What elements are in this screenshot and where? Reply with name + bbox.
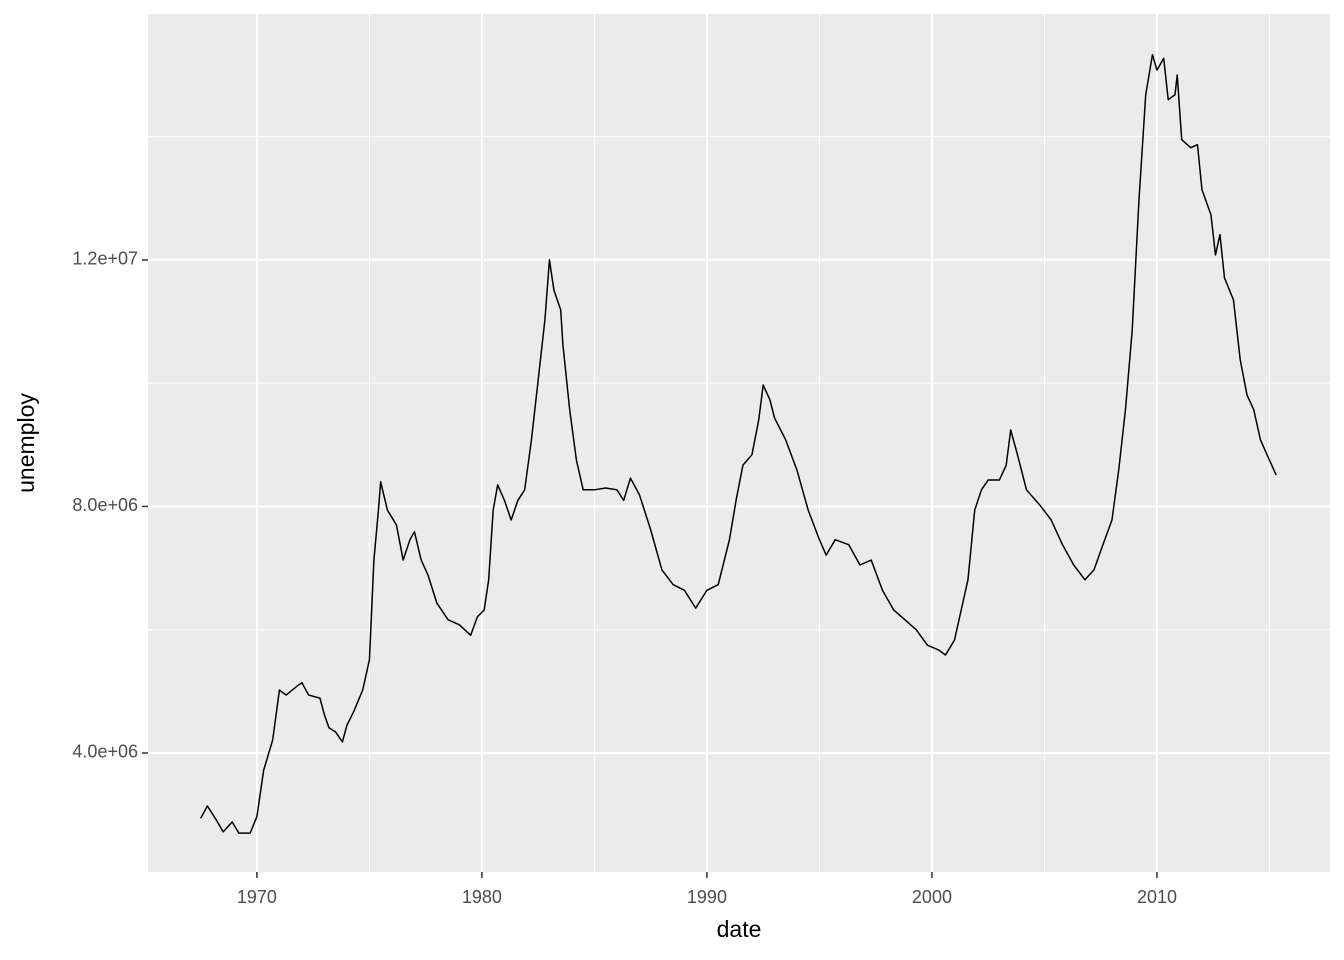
x-tick-label: 2010 <box>1137 887 1177 907</box>
panel <box>148 14 1330 872</box>
y-tick-label: 8.0e+06 <box>72 495 138 515</box>
x-tick-label: 1990 <box>687 887 727 907</box>
x-axis-title: date <box>717 916 762 942</box>
x-tick-label: 2000 <box>912 887 952 907</box>
grid <box>148 14 1330 872</box>
y-tick-label: 4.0e+06 <box>72 742 138 762</box>
data-line <box>199 53 1277 834</box>
y-tick-label: 1.2e+07 <box>72 249 138 269</box>
x-tick-label: 1970 <box>237 887 277 907</box>
x-tick-label: 1980 <box>462 887 502 907</box>
y-axis-title: unemploy <box>13 393 39 493</box>
